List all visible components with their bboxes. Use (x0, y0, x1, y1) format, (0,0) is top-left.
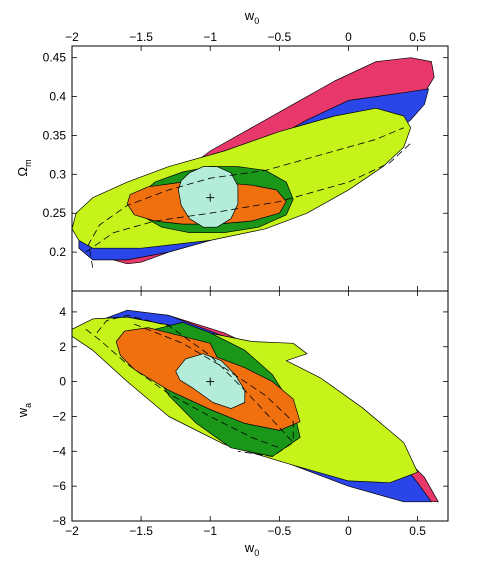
confidence-regions (72, 57, 435, 265)
x-tick-label-bottom: −2 (65, 524, 79, 538)
x-tick-label-top: −0.5 (268, 30, 292, 44)
bottom-axis-title-sub: 0 (254, 548, 259, 558)
y-tick-label: 0.45 (43, 51, 67, 65)
panel-wa: −2 −1.5 −1 −0.5 0 0.5 −8 −6 −4 −2 0 2 4 wa (15, 290, 449, 538)
panel-omega-m: −2 −1.5 −1 −0.5 0 0.5 0.2 0.25 0.3 0.35 0.4 0.45 Ωm (15, 30, 449, 292)
x-tick-label-top: 0 (345, 30, 352, 44)
top-axis-title: w0 (244, 8, 259, 26)
dashed-curve-0 (96, 314, 294, 457)
y-tick-label: 0.35 (43, 128, 67, 142)
bottom-axis-title: w0 (244, 540, 259, 558)
x-tick-label-bottom: 0 (345, 524, 352, 538)
y-tick-label: 0 (59, 375, 66, 389)
dashed-curve-1 (85, 328, 280, 449)
x-tick-label-bottom: 0.5 (409, 524, 426, 538)
y-tick-label: −6 (52, 479, 66, 493)
x-tick-label-top: 0.5 (409, 30, 426, 44)
y-tick-label: 2 (59, 340, 66, 354)
y-axis-title-omega: Ωm (15, 159, 33, 176)
y-axis-title-wa-sub: a (23, 403, 33, 408)
axis-ticks: −2 −1.5 −1 −0.5 0 0.5 0.2 0.25 0.3 0.35 0.4 0.45 (43, 30, 448, 291)
x-tick-label-bottom: −1 (203, 524, 217, 538)
y-axis-title-omega-sub: m (23, 159, 33, 167)
axis-ticks: −2 −1.5 −1 −0.5 0 0.5 −8 −6 −4 −2 0 2 4 (52, 291, 448, 538)
y-tick-label: 0.2 (49, 245, 66, 259)
top-axis-title-main: w (244, 8, 255, 23)
fiducial-marker (206, 193, 215, 202)
y-tick-label: −2 (52, 409, 66, 423)
panel-bottom-frame (71, 290, 449, 522)
x-tick-label-top: −1 (203, 30, 217, 44)
y-axis-title-wa: wa (15, 403, 33, 418)
y-tick-label: 0.25 (43, 206, 67, 220)
confidence-regions (72, 309, 439, 503)
top-axis-title-sub: 0 (254, 16, 259, 26)
dashed-curve-0 (88, 127, 404, 268)
dashed-contours (85, 314, 294, 457)
y-tick-label: −4 (52, 444, 66, 458)
x-tick-label-top: −1.5 (129, 30, 153, 44)
y-tick-label: 0.4 (49, 90, 66, 104)
y-tick-label: 0.3 (49, 167, 66, 181)
y-tick-label: 4 (59, 305, 66, 319)
x-tick-label-top: −2 (65, 30, 79, 44)
y-axis-title-omega-main: Ω (15, 167, 30, 177)
bottom-axis-title-main: w (244, 540, 255, 555)
fiducial-marker (206, 377, 215, 386)
y-tick-label: −8 (52, 514, 66, 528)
dashed-contours (85, 127, 411, 268)
x-tick-label-bottom: −1.5 (129, 524, 153, 538)
y-axis-title-wa-main: w (15, 407, 30, 418)
region-5 (178, 166, 239, 228)
dashed-curve-2 (134, 323, 294, 441)
x-tick-label-bottom: −0.5 (268, 524, 292, 538)
dashed-curve-1 (85, 142, 411, 253)
